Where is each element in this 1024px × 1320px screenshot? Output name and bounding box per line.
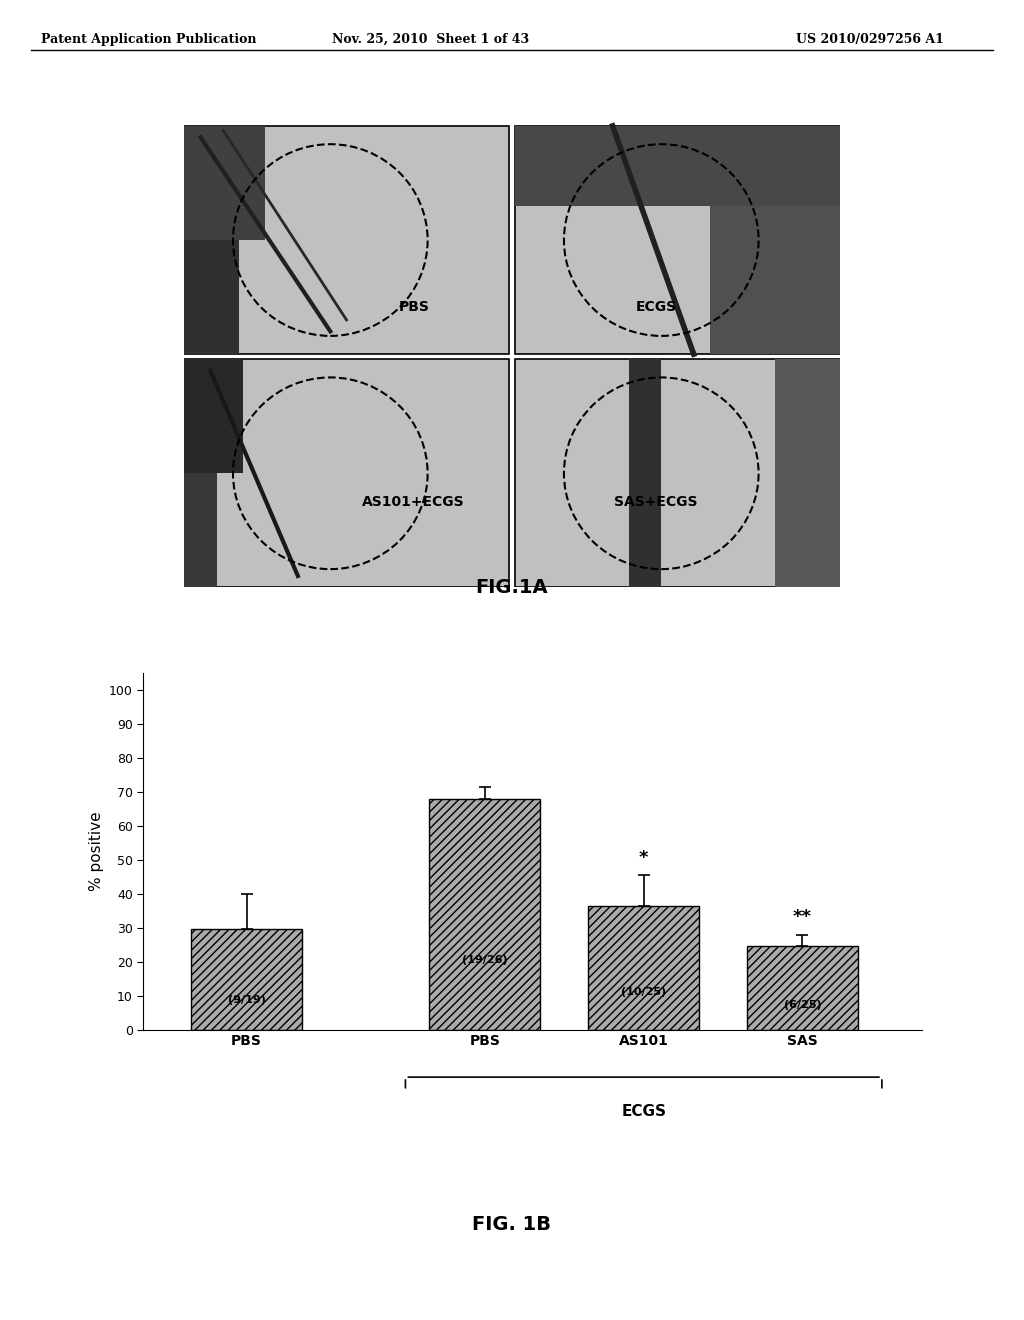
- Bar: [588, 906, 699, 1030]
- Bar: [775, 359, 840, 587]
- Text: **: **: [793, 908, 812, 927]
- Text: Patent Application Publication: Patent Application Publication: [41, 33, 256, 46]
- Bar: [184, 359, 243, 474]
- Bar: [184, 125, 509, 354]
- Text: (10/25): (10/25): [622, 987, 667, 998]
- Bar: [429, 799, 541, 1030]
- Text: Nov. 25, 2010  Sheet 1 of 43: Nov. 25, 2010 Sheet 1 of 43: [332, 33, 528, 46]
- Text: (9/19): (9/19): [227, 994, 265, 1005]
- Bar: [629, 359, 662, 587]
- Text: SAS+ECGS: SAS+ECGS: [614, 495, 698, 510]
- Text: ECGS: ECGS: [636, 300, 677, 314]
- Text: AS101+ECGS: AS101+ECGS: [362, 495, 465, 510]
- Text: (6/25): (6/25): [783, 999, 821, 1010]
- Bar: [746, 946, 858, 1030]
- Text: (19/26): (19/26): [462, 956, 508, 965]
- Bar: [191, 929, 302, 1030]
- Text: FIG.1A: FIG.1A: [476, 578, 548, 597]
- Bar: [184, 359, 217, 587]
- Text: PBS: PBS: [398, 300, 429, 314]
- Text: FIG. 1B: FIG. 1B: [472, 1216, 552, 1234]
- Bar: [184, 125, 265, 240]
- Bar: [515, 125, 840, 206]
- Bar: [710, 206, 840, 354]
- Text: ECGS: ECGS: [622, 1105, 667, 1119]
- Bar: [184, 125, 240, 354]
- Y-axis label: % positive: % positive: [88, 812, 103, 891]
- Bar: [515, 359, 840, 587]
- Text: *: *: [639, 849, 648, 867]
- Text: US 2010/0297256 A1: US 2010/0297256 A1: [797, 33, 944, 46]
- Bar: [515, 125, 840, 354]
- Bar: [184, 359, 509, 587]
